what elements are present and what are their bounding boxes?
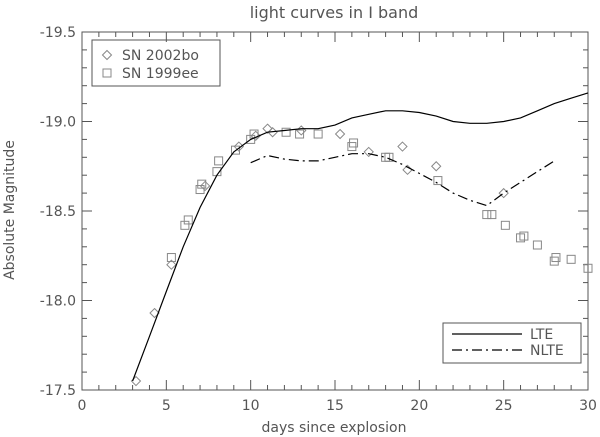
series-line-nlte xyxy=(250,153,555,207)
data-point-sn-1999ee xyxy=(583,263,593,273)
legend-label: SN 2002bo xyxy=(122,48,199,64)
chart-title: light curves in I band xyxy=(250,3,419,22)
data-point-sn-2002bo xyxy=(267,127,278,138)
data-point-sn-2002bo xyxy=(363,146,374,158)
series-line-lte xyxy=(132,92,589,382)
data-point-sn-2002bo xyxy=(334,128,346,140)
x-tick-label: 5 xyxy=(162,398,171,414)
data-point-sn-1999ee xyxy=(180,220,190,230)
y-tick-label: -19.0 xyxy=(40,115,76,131)
data-point-sn-1999ee xyxy=(384,152,394,162)
data-point-sn-1999ee xyxy=(166,253,176,263)
y-tick-label: -18.5 xyxy=(40,204,76,220)
x-tick-label: 10 xyxy=(242,398,260,414)
y-tick-label: -18.0 xyxy=(40,294,76,310)
data-point-sn-1999ee xyxy=(197,179,207,189)
x-axis-label: days since explosion xyxy=(262,420,407,436)
legend-label: SN 1999ee xyxy=(122,66,199,82)
data-point-sn-1999ee xyxy=(433,176,443,186)
y-axis: -17.5 -18.0 -18.5 -19.0 -19.5 xyxy=(40,25,588,399)
legend-label: NLTE xyxy=(530,343,564,359)
data-point-sn-1999ee xyxy=(500,220,510,230)
x-tick-label: 20 xyxy=(410,398,428,414)
x-tick-label: 30 xyxy=(579,398,597,414)
data-point-sn-2002bo xyxy=(250,130,261,142)
legend-box xyxy=(442,322,582,364)
data-point-sn-1999ee xyxy=(246,134,256,144)
data-point-sn-1999ee xyxy=(230,145,240,155)
data-point-sn-1999ee xyxy=(295,129,305,139)
data-point-sn-1999ee xyxy=(183,215,193,225)
y-axis-label: Absolute Magnitude xyxy=(2,140,18,280)
data-point-sn-1999ee xyxy=(516,233,526,243)
legend-marker-icon xyxy=(102,68,112,78)
data-point-sn-1999ee xyxy=(532,240,542,250)
y-tick-label: -19.5 xyxy=(40,25,76,41)
x-tick-label: 25 xyxy=(495,398,513,414)
legend-box xyxy=(91,39,221,87)
data-point-sn-2002bo xyxy=(199,180,211,192)
data-point-sn-2002bo xyxy=(397,141,408,152)
data-point-sn-1999ee xyxy=(349,138,359,148)
series-nlte xyxy=(250,153,555,207)
legend-label: LTE xyxy=(530,327,553,343)
series-sn-1999ee xyxy=(166,127,593,273)
data-point-sn-2002bo xyxy=(498,187,509,199)
data-point-sn-1999ee xyxy=(281,127,291,137)
data-point-sn-1999ee xyxy=(519,231,529,241)
data-point-sn-1999ee xyxy=(551,253,561,263)
data-point-sn-2002bo xyxy=(149,307,160,319)
data-point-sn-2002bo xyxy=(233,141,245,152)
data-point-sn-1999ee xyxy=(487,210,497,220)
data-point-sn-1999ee xyxy=(313,129,323,139)
series-sn-2002bo xyxy=(130,123,509,387)
series-layer xyxy=(130,92,593,387)
data-point-sn-2002bo xyxy=(262,123,273,134)
data-point-sn-2002bo xyxy=(166,259,177,270)
data-point-sn-1999ee xyxy=(566,254,576,264)
x-tick-label: 0 xyxy=(78,398,87,414)
legend-marker-icon xyxy=(101,49,113,61)
legend-markers: SN 2002bo SN 1999ee xyxy=(91,39,221,87)
data-point-sn-1999ee xyxy=(482,210,492,220)
series-lte xyxy=(132,92,589,382)
y-tick-label: -17.5 xyxy=(40,383,76,399)
data-point-sn-2002bo xyxy=(430,161,442,172)
data-point-sn-1999ee xyxy=(214,156,224,166)
data-point-sn-1999ee xyxy=(195,185,205,195)
x-axis: 0 5 10 15 20 25 30 xyxy=(78,32,597,414)
x-tick-label: 15 xyxy=(326,398,344,414)
